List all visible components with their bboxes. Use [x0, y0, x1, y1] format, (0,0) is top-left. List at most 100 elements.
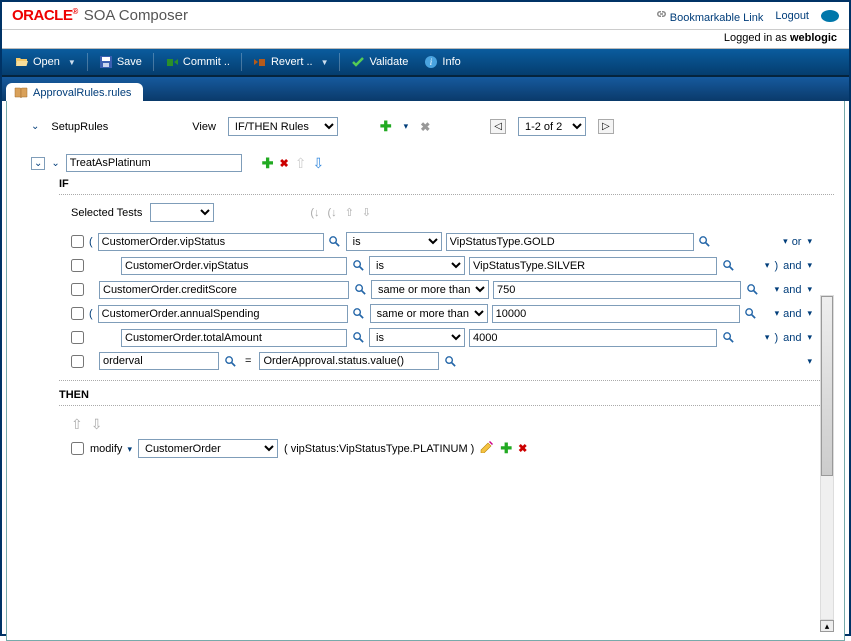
- check-icon: [351, 55, 365, 69]
- selected-tests-select[interactable]: [150, 203, 214, 222]
- left-operand-input[interactable]: [99, 352, 219, 370]
- row-checkbox[interactable]: [71, 235, 84, 248]
- dropdown-icon[interactable]: ▾: [404, 121, 409, 132]
- then-move-bar: ⇧ ⇩: [71, 416, 834, 433]
- info-button[interactable]: iInfo: [417, 52, 467, 72]
- paren-add-right-icon[interactable]: (↓: [328, 207, 337, 219]
- search-icon[interactable]: [698, 235, 712, 249]
- move-up-icon[interactable]: ⇧: [71, 416, 83, 433]
- left-operand-input[interactable]: [121, 257, 347, 275]
- search-icon[interactable]: [443, 354, 457, 368]
- chevron-down-icon[interactable]: ▾: [807, 356, 812, 366]
- link-icon: [653, 7, 667, 21]
- commit-button[interactable]: Commit ..: [158, 52, 237, 72]
- search-icon[interactable]: [745, 283, 759, 297]
- bookmark-link[interactable]: Bookmarkable Link: [653, 7, 764, 24]
- operator-select[interactable]: is: [369, 256, 465, 275]
- chevron-down-icon[interactable]: ▾: [765, 260, 770, 271]
- nav-prev-icon[interactable]: ◁: [490, 119, 506, 134]
- pager-select[interactable]: 1-2 of 2: [518, 117, 586, 136]
- logout-link[interactable]: Logout: [775, 10, 809, 22]
- conjunction[interactable]: and: [783, 284, 801, 296]
- action-type[interactable]: modify ▾: [90, 443, 132, 455]
- left-operand-input[interactable]: [121, 329, 347, 347]
- search-icon[interactable]: [328, 235, 342, 249]
- search-icon[interactable]: [744, 307, 758, 321]
- scrollbar[interactable]: [820, 295, 834, 620]
- edit-icon[interactable]: [480, 441, 494, 456]
- expand-icon[interactable]: ⌄: [51, 158, 59, 169]
- search-icon[interactable]: [721, 331, 735, 345]
- paren-add-left-icon[interactable]: (↓: [310, 207, 319, 219]
- add-rule-icon[interactable]: ✚: [380, 118, 392, 135]
- operator-select[interactable]: same or more than: [370, 304, 488, 323]
- operator-select[interactable]: is: [369, 328, 465, 347]
- search-icon[interactable]: [352, 307, 366, 321]
- conjunction[interactable]: or: [792, 236, 802, 248]
- move-up-icon[interactable]: ⇧: [345, 206, 354, 219]
- rule-name-input[interactable]: [66, 154, 242, 172]
- row-checkbox[interactable]: [71, 259, 84, 272]
- tab-title: ApprovalRules.rules: [33, 87, 131, 99]
- expand-icon[interactable]: ⌄: [31, 121, 39, 132]
- nav-next-icon[interactable]: ▷: [598, 119, 614, 134]
- search-icon[interactable]: [353, 283, 367, 297]
- book-icon: [14, 87, 28, 99]
- open-button[interactable]: Open▼: [8, 52, 83, 72]
- search-icon[interactable]: [351, 331, 365, 345]
- chevron-down-icon[interactable]: ▾: [775, 308, 780, 319]
- add-icon[interactable]: ✚: [262, 155, 274, 172]
- collapse-rule-icon[interactable]: ⌄: [31, 157, 45, 170]
- view-select[interactable]: IF/THEN Rules: [228, 117, 338, 136]
- row-checkbox[interactable]: [71, 355, 84, 368]
- move-down-icon[interactable]: ⇩: [312, 155, 324, 172]
- delete-rule-icon[interactable]: ✖: [420, 120, 430, 134]
- move-down-icon[interactable]: ⇩: [362, 206, 371, 219]
- open-paren: (: [88, 308, 94, 320]
- save-button[interactable]: Save: [92, 52, 149, 72]
- move-down-icon[interactable]: ⇩: [91, 416, 103, 433]
- row-checkbox[interactable]: [71, 307, 84, 320]
- row-checkbox[interactable]: [71, 442, 84, 455]
- right-operand-input[interactable]: [493, 281, 741, 299]
- search-icon[interactable]: [223, 354, 237, 368]
- chevron-down-icon[interactable]: ▾: [783, 236, 788, 247]
- chevron-down-icon[interactable]: ▾: [765, 332, 770, 343]
- right-operand-input[interactable]: [469, 329, 717, 347]
- chevron-down-icon[interactable]: ▾: [775, 284, 780, 295]
- help-oval-icon[interactable]: [821, 10, 839, 22]
- condition-row: same or more than▾and▾: [71, 280, 834, 299]
- validate-button[interactable]: Validate: [344, 52, 415, 72]
- left-operand-input[interactable]: [98, 233, 324, 251]
- conjunction[interactable]: and: [783, 308, 801, 320]
- chevron-down-icon[interactable]: ▾: [807, 260, 812, 271]
- operator-select[interactable]: same or more than: [371, 280, 489, 299]
- conjunction[interactable]: and: [783, 260, 801, 272]
- left-operand-input[interactable]: [99, 281, 349, 299]
- row-checkbox[interactable]: [71, 283, 84, 296]
- collapse-panel-icon[interactable]: ▴: [820, 620, 834, 632]
- rule-header: ⌄ ⌄ ✚ ✖ ⇧ ⇩: [31, 154, 834, 172]
- right-operand-input[interactable]: [259, 352, 439, 370]
- conjunction[interactable]: and: [783, 332, 801, 344]
- add-icon[interactable]: ✚: [500, 440, 512, 457]
- row-checkbox[interactable]: [71, 331, 84, 344]
- right-operand-input[interactable]: [492, 305, 740, 323]
- delete-icon[interactable]: ✖: [280, 157, 289, 170]
- right-operand-input[interactable]: [446, 233, 694, 251]
- revert-button[interactable]: Revert ..▼: [246, 52, 336, 72]
- operator-select[interactable]: is: [346, 232, 442, 251]
- chevron-down-icon[interactable]: ▾: [807, 284, 812, 295]
- delete-icon[interactable]: ✖: [518, 442, 527, 455]
- search-icon[interactable]: [721, 259, 735, 273]
- action-target-select[interactable]: CustomerOrder: [138, 439, 278, 458]
- right-operand-input[interactable]: [469, 257, 717, 275]
- brand-block: ORACLE® SOA Composer: [12, 7, 188, 24]
- chevron-down-icon[interactable]: ▾: [807, 308, 812, 319]
- search-icon[interactable]: [351, 259, 365, 273]
- chevron-down-icon[interactable]: ▾: [807, 332, 812, 343]
- tab-rules-file[interactable]: ApprovalRules.rules: [6, 83, 143, 102]
- left-operand-input[interactable]: [98, 305, 348, 323]
- move-up-icon[interactable]: ⇧: [295, 155, 307, 172]
- chevron-down-icon[interactable]: ▾: [807, 236, 812, 247]
